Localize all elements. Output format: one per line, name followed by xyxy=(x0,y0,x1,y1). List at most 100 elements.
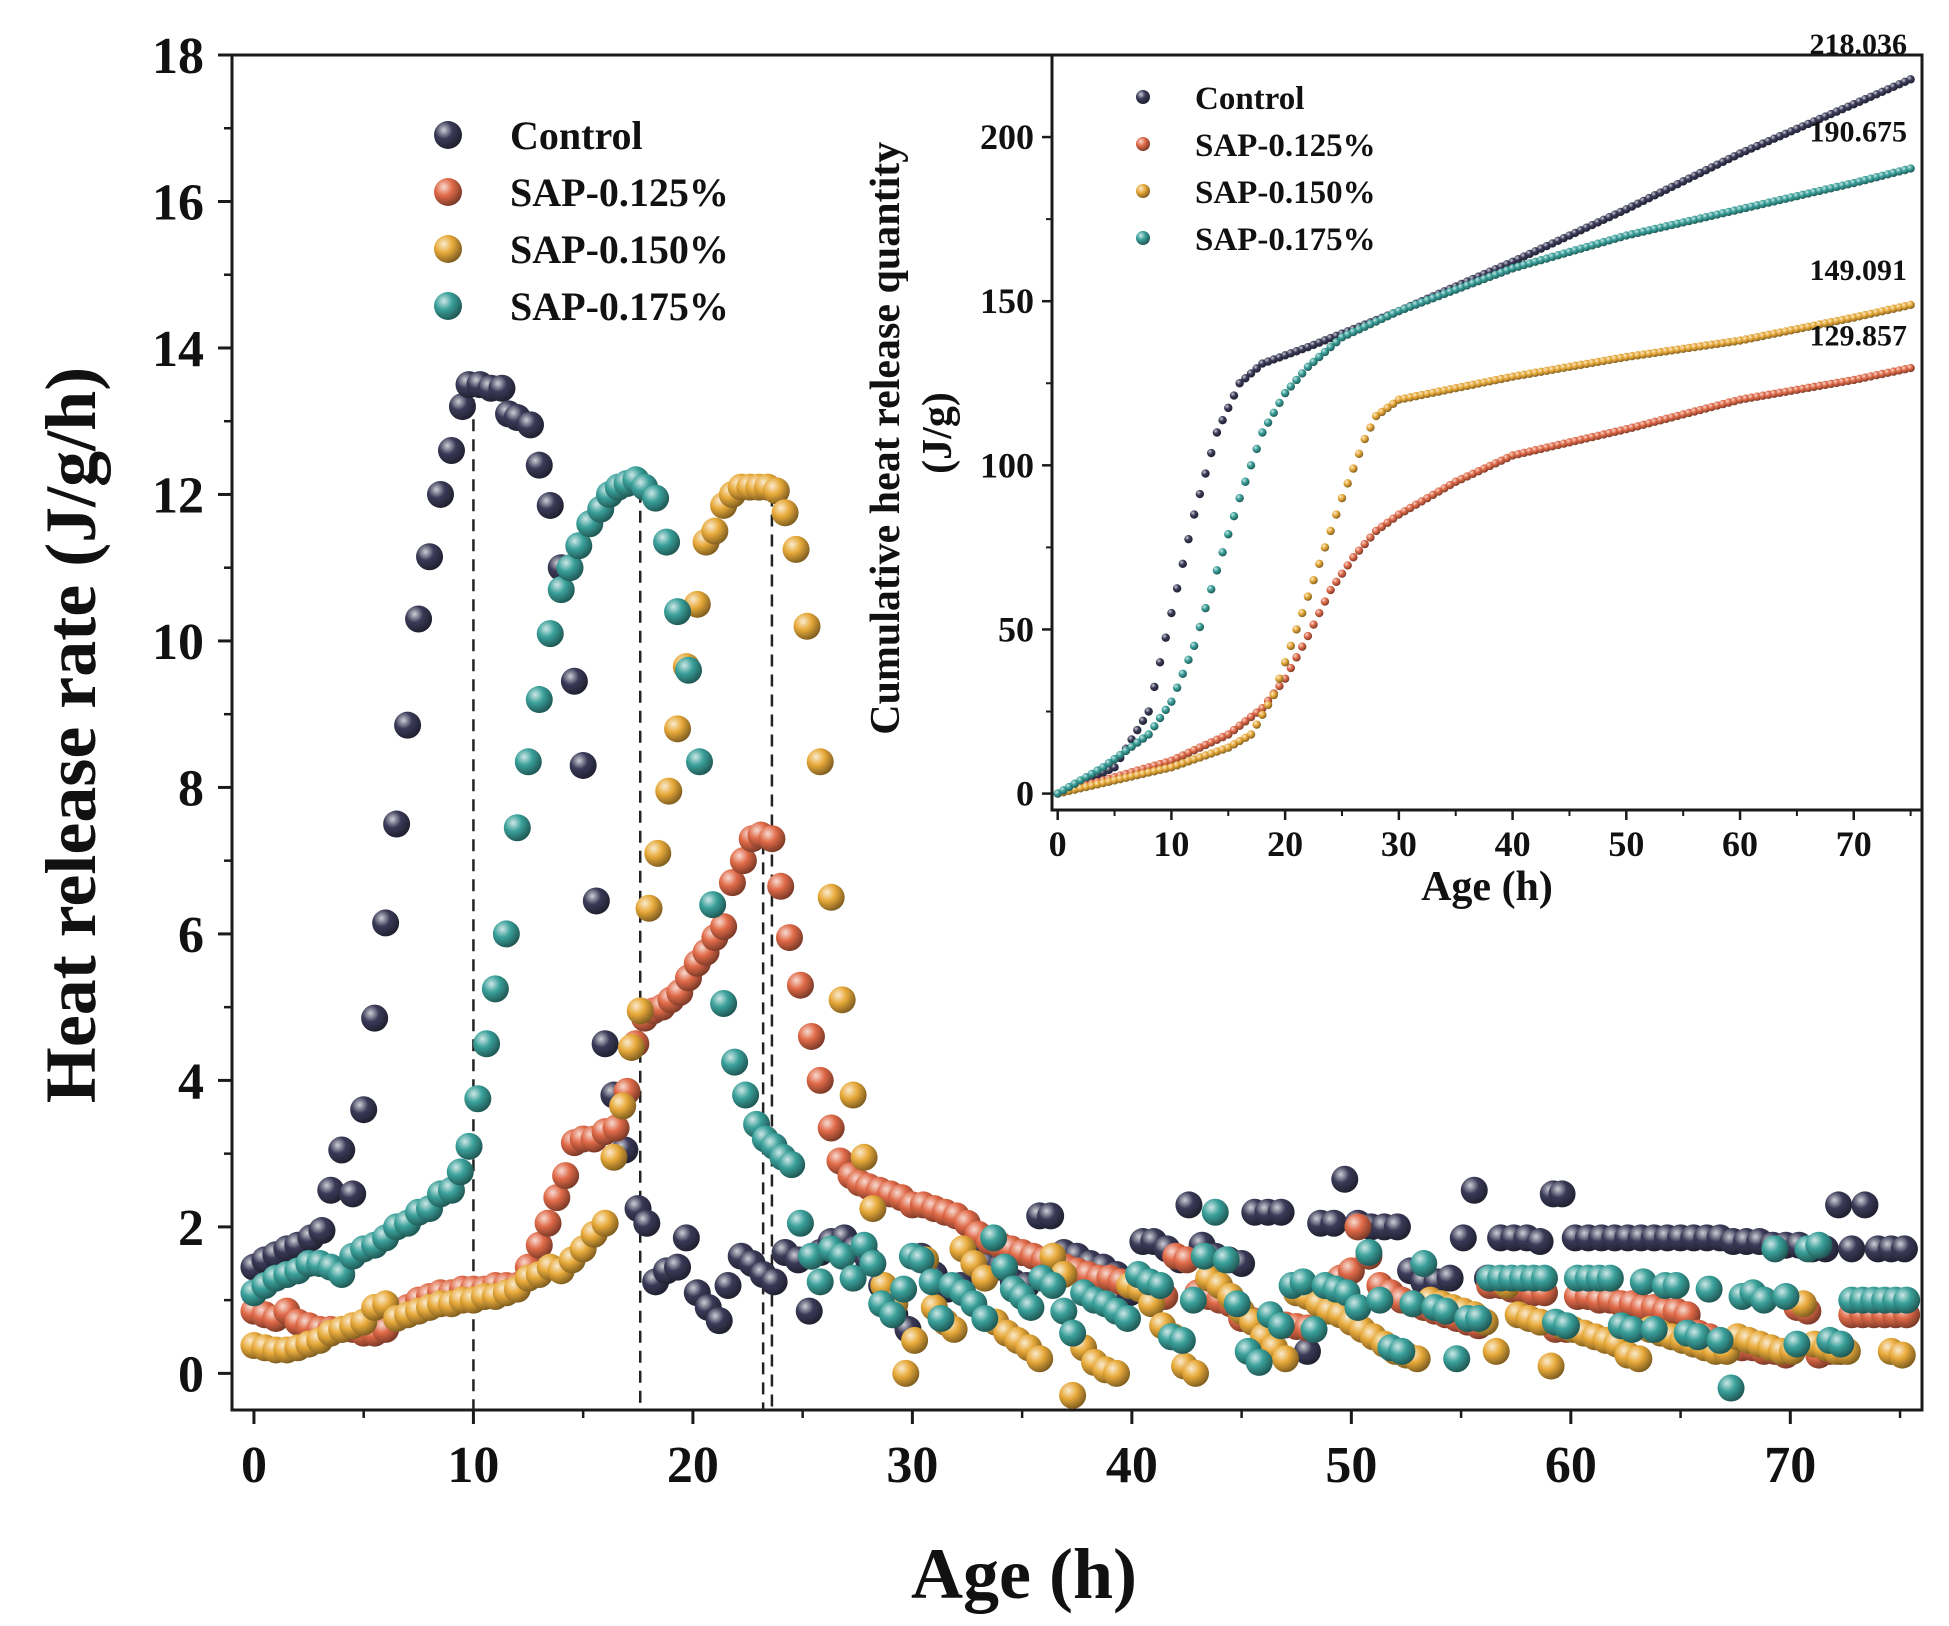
main-data-point xyxy=(437,437,465,465)
main-data-point xyxy=(582,887,610,915)
main-data-point xyxy=(767,872,795,900)
inset-data-point xyxy=(1332,577,1341,587)
main-data-point xyxy=(655,777,683,805)
main-y-tick-label: 12 xyxy=(152,467,204,524)
inset-legend-marker xyxy=(1136,231,1150,245)
inset-data-point xyxy=(1224,530,1233,539)
main-legend-marker xyxy=(434,292,462,320)
inset-data-point xyxy=(1315,559,1324,569)
inset-data-point xyxy=(1326,526,1335,536)
main-legend-marker xyxy=(434,121,462,149)
inset-background xyxy=(1052,55,1922,810)
main-data-point xyxy=(1640,1315,1668,1343)
main-data-point xyxy=(806,1066,834,1094)
main-y-tick-label: 0 xyxy=(178,1346,204,1403)
main-data-point xyxy=(771,499,799,527)
inset-data-point xyxy=(1241,374,1250,383)
main-data-point xyxy=(1629,1268,1657,1296)
main-data-point xyxy=(927,1304,955,1332)
main-data-point xyxy=(1530,1264,1558,1292)
main-x-tick-label: 30 xyxy=(886,1437,938,1494)
main-data-point xyxy=(839,1264,867,1292)
inset-series-sap-0-175 xyxy=(1053,164,1915,798)
main-data-point xyxy=(1706,1326,1734,1354)
main-data-point xyxy=(1436,1264,1464,1292)
main-data-point xyxy=(971,1264,999,1292)
main-data-point xyxy=(699,891,727,919)
inset-legend: Control SAP-0.125% SAP-0.150% SAP-0.175% xyxy=(1136,81,1376,258)
main-data-point xyxy=(416,543,444,571)
inset-data-point xyxy=(1207,448,1216,458)
inset-data-point xyxy=(1229,725,1239,735)
main-data-point xyxy=(536,620,564,648)
inset-data-point xyxy=(1286,663,1296,673)
inset-data-point xyxy=(1326,585,1335,595)
main-data-point xyxy=(516,411,544,439)
main-data-point xyxy=(907,1246,935,1274)
main-data-point xyxy=(503,814,531,842)
main-data-point xyxy=(817,883,845,911)
inset-data-point xyxy=(1184,534,1193,544)
main-legend-marker xyxy=(434,235,462,263)
inset-data-point xyxy=(1332,338,1341,347)
main-data-point xyxy=(1695,1275,1723,1303)
inset-data-point xyxy=(1320,597,1330,606)
inset-legend-marker xyxy=(1136,90,1150,104)
inset-y-tick-label: 200 xyxy=(980,117,1034,157)
inset-data-point xyxy=(1258,710,1267,720)
main-x-tick-label: 0 xyxy=(241,1437,267,1494)
main-data-point xyxy=(1344,1213,1372,1241)
main-data-point xyxy=(1449,1224,1477,1252)
main-data-point xyxy=(525,1231,553,1259)
main-data-point xyxy=(1179,1286,1207,1314)
main-data-point xyxy=(710,913,738,941)
inset-data-point xyxy=(1315,352,1324,362)
inset-data-point xyxy=(1178,669,1187,678)
main-data-point xyxy=(892,1359,920,1387)
inset-data-point xyxy=(1224,730,1233,739)
main-x-tick-label: 50 xyxy=(1325,1437,1377,1494)
inset-x-tick-label: 10 xyxy=(1153,824,1189,864)
inset-data-point xyxy=(1337,493,1347,503)
main-data-point xyxy=(1893,1286,1921,1314)
inset-data-point xyxy=(1292,653,1301,662)
inset-data-point xyxy=(1269,408,1278,418)
inset-data-point xyxy=(1354,546,1364,555)
inset-plot-frame xyxy=(1050,53,1924,812)
inset-data-point xyxy=(1320,347,1330,357)
inset-y-axis-label: Cumulative heat release quantity (J/g) xyxy=(863,131,961,735)
inset-data-point xyxy=(1189,641,1199,651)
main-x-axis-label: Age (h) xyxy=(911,1534,1137,1614)
inset-chart: 0 10 20 30 40 50 60 70 0 50 100 150 200 Age (h) Cum… xyxy=(863,28,1924,910)
inset-series-sap-0-125 xyxy=(1053,363,1915,798)
main-data-point xyxy=(653,528,681,556)
main-data-point xyxy=(543,1184,571,1212)
inset-data-point xyxy=(1218,415,1227,425)
main-data-point xyxy=(1750,1286,1778,1314)
inset-data-point xyxy=(1354,449,1364,459)
main-data-point xyxy=(1320,1209,1348,1237)
inset-y-tick-label: 100 xyxy=(980,445,1034,485)
inset-data-point xyxy=(1229,391,1239,400)
inset-legend-item-sap-0-175: SAP-0.175% xyxy=(1136,222,1376,258)
main-y-tick-label: 4 xyxy=(178,1053,204,1110)
inset-legend-item-sap-0-150: SAP-0.150% xyxy=(1136,175,1376,211)
main-series-layer xyxy=(240,371,1921,1409)
main-legend: Control SAP-0.125% SAP-0.150% SAP-0.175% xyxy=(434,113,729,329)
main-y-tick-label: 8 xyxy=(178,760,204,817)
inset-y-tick-label: 150 xyxy=(980,281,1034,321)
inset-legend-label: SAP-0.125% xyxy=(1195,128,1376,164)
main-data-point xyxy=(701,517,729,545)
main-data-point xyxy=(775,924,803,952)
main-data-point xyxy=(565,532,593,560)
main-data-point xyxy=(635,894,663,922)
main-data-point xyxy=(372,909,400,937)
inset-data-point xyxy=(1150,722,1159,731)
inset-data-point xyxy=(1252,444,1261,454)
inset-x-tick-label: 0 xyxy=(1049,824,1067,864)
main-data-point xyxy=(633,1209,661,1237)
main-data-point xyxy=(971,1304,999,1332)
main-data-point xyxy=(1761,1235,1789,1263)
inset-data-point xyxy=(1275,681,1284,691)
